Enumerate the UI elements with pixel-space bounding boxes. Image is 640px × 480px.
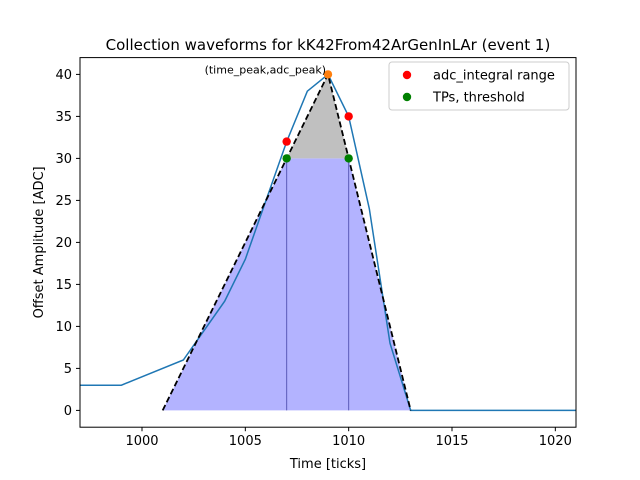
chart-title: Collection waveforms for kK42From42ArGen…	[106, 36, 551, 54]
legend-label: TPs, threshold	[432, 91, 525, 106]
marker-adc-integral	[344, 112, 353, 121]
marker-tp-threshold	[282, 154, 291, 163]
x-tick-label: 1010	[332, 434, 365, 449]
y-axis-label: Offset Amplitude [ADC]	[32, 166, 47, 318]
marker-tp-threshold	[344, 154, 353, 163]
y-tick-label: 20	[55, 236, 72, 251]
y-tick-label: 10	[55, 320, 72, 335]
y-tick-label: 40	[55, 68, 72, 83]
legend-frame	[388, 61, 570, 111]
legend-marker	[402, 70, 412, 80]
x-tick-label: 1015	[435, 434, 468, 449]
x-tick-label: 1000	[125, 434, 158, 449]
integral-region-fill	[286, 74, 349, 159]
legend: adc_integral range TPs, threshold	[388, 61, 570, 111]
y-tick-label: 0	[64, 404, 72, 419]
x-axis-label: Time [ticks]	[289, 457, 366, 472]
x-tick-label: 1005	[229, 434, 262, 449]
peak-marker	[323, 70, 333, 79]
waveform-line	[80, 73, 576, 412]
legend-marker	[402, 92, 412, 102]
y-tick-label: 15	[55, 278, 72, 293]
peak-annotation: (time_peak,adc_peak)	[205, 63, 326, 76]
legend-label: adc_integral range	[433, 69, 555, 84]
y-tick-label: 30	[55, 152, 72, 167]
y-tick-label: 5	[64, 362, 72, 377]
y-tick-label: 25	[55, 194, 72, 209]
plot-area	[80, 70, 576, 412]
y-tick-label: 35	[55, 110, 72, 125]
marker-adc-integral	[282, 137, 291, 146]
x-tick-label: 1020	[539, 434, 572, 449]
